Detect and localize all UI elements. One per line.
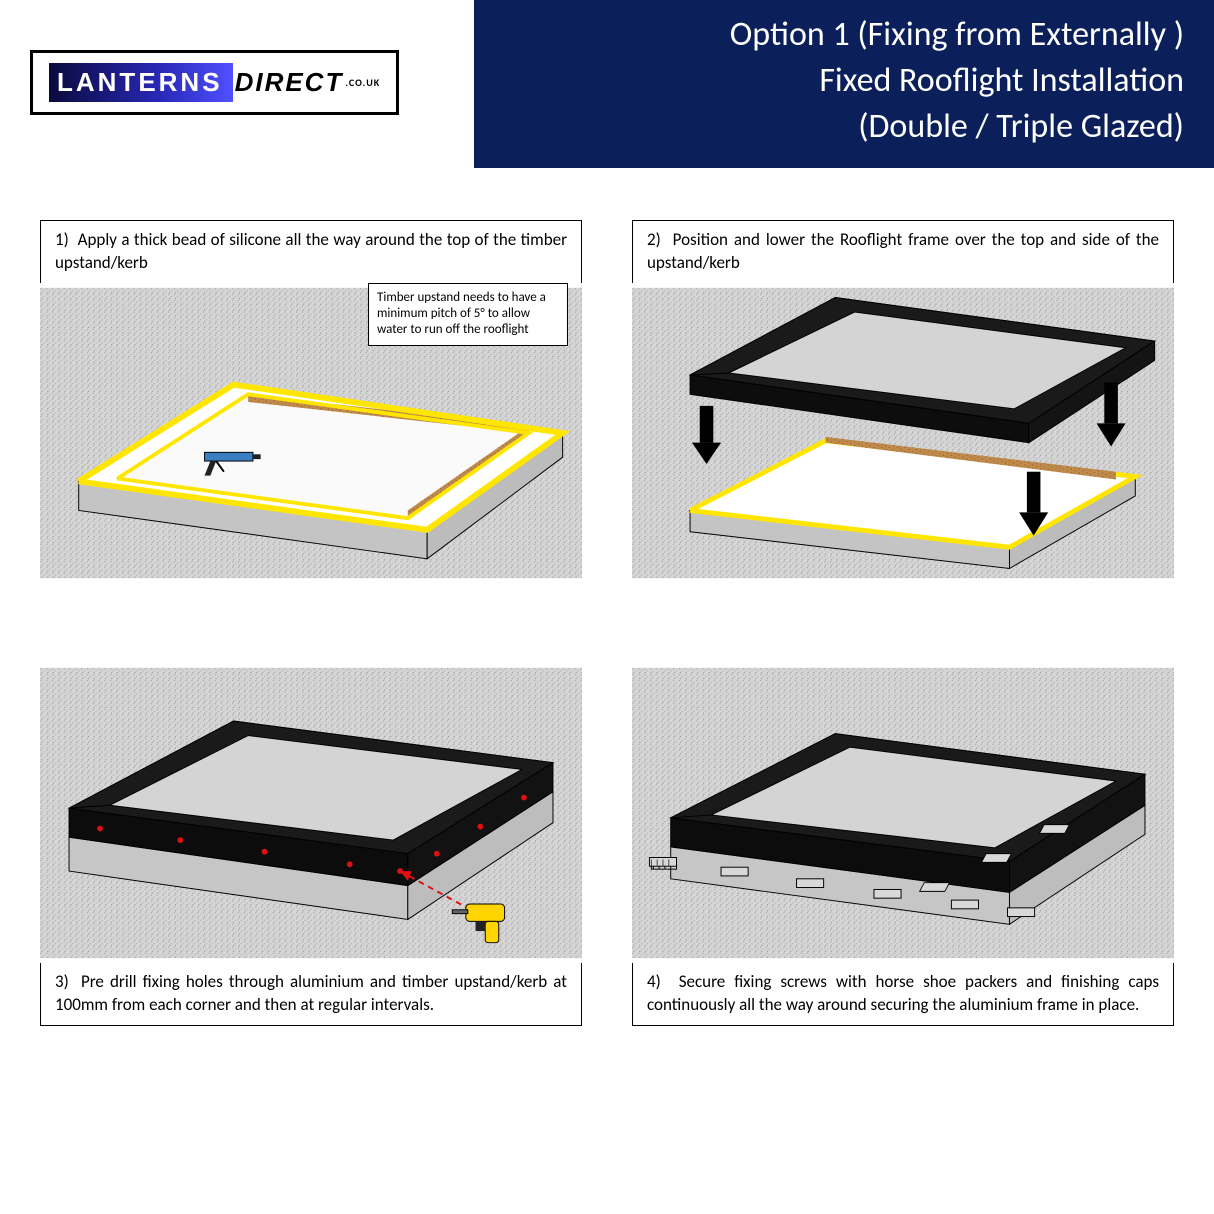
header: LANTERNS DIRECT .CO.UK Option 1 (Fixing … xyxy=(0,0,1214,160)
step-4-caption: 4) Secure fixing screws with horse shoe … xyxy=(632,963,1174,1026)
step-3-diagram xyxy=(40,663,582,963)
step-1-caption: 1) Apply a thick bead of silicone all th… xyxy=(40,220,582,283)
logo-suffix: .CO.UK xyxy=(343,76,380,89)
step-3: 3) Pre drill fixing holes through alumin… xyxy=(40,663,582,1026)
step-1-note: Timber upstand needs to have a minimum p… xyxy=(368,283,568,346)
step-4: 4) Secure fixing screws with horse shoe … xyxy=(632,663,1174,1026)
title-block: Option 1 (Fixing from Externally ) Fixed… xyxy=(474,0,1214,168)
steps-grid: 1) Apply a thick bead of silicone all th… xyxy=(0,160,1214,1046)
step-1-diagram: Timber upstand needs to have a minimum p… xyxy=(40,283,582,583)
title-line1: Option 1 (Fixing from Externally ) xyxy=(504,12,1184,58)
logo-part2: DIRECT xyxy=(233,67,344,98)
step-3-caption: 3) Pre drill fixing holes through alumin… xyxy=(40,963,582,1026)
step-2-diagram xyxy=(632,283,1174,583)
logo: LANTERNS DIRECT .CO.UK xyxy=(30,50,399,115)
title-line3: (Double / Triple Glazed) xyxy=(504,104,1184,150)
step-4-diagram xyxy=(632,663,1174,963)
title-line2: Fixed Rooflight Installation xyxy=(504,58,1184,104)
step-1: 1) Apply a thick bead of silicone all th… xyxy=(40,220,582,583)
step-2-caption: 2) Position and lower the Rooflight fram… xyxy=(632,220,1174,283)
step-2: 2) Position and lower the Rooflight fram… xyxy=(632,220,1174,583)
logo-part1: LANTERNS xyxy=(49,63,233,102)
